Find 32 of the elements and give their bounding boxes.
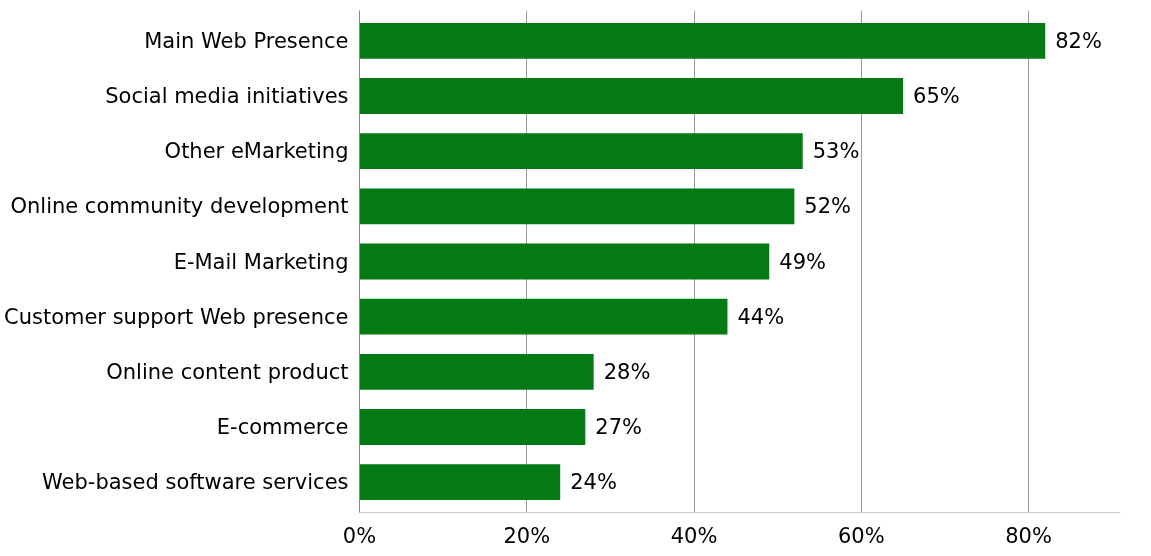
x-tick-label: 40%: [670, 523, 718, 548]
data-label: 44%: [737, 304, 785, 329]
x-tick-label: 60%: [837, 523, 885, 548]
bar: [359, 188, 795, 225]
bar: [359, 409, 586, 445]
data-label: 53%: [812, 139, 860, 164]
data-label: 27%: [595, 414, 642, 439]
x-tick-label: 20%: [503, 523, 551, 548]
y-tick-label: Main Web Presence: [144, 28, 349, 53]
bar: [359, 22, 1046, 59]
bar: [359, 78, 904, 114]
y-tick-label: Social media initiatives: [105, 84, 349, 109]
data-label: 49%: [779, 249, 826, 274]
y-tick-label: E-Mail Marketing: [173, 249, 349, 274]
y-tick-label: Online content product: [106, 359, 349, 384]
bar: [359, 133, 803, 170]
data-label: 28%: [603, 359, 651, 384]
y-tick-label: Customer support Web presence: [4, 304, 349, 329]
y-tick-label: E-commerce: [216, 414, 349, 439]
data-label: 52%: [804, 194, 852, 219]
data-label: 82%: [1055, 28, 1102, 53]
bar: [359, 298, 728, 335]
data-label: 24%: [570, 470, 617, 495]
x-tick-label: 80%: [1005, 523, 1052, 548]
y-tick-label: Other eMarketing: [164, 139, 349, 164]
x-tick-label: 0%: [342, 523, 377, 548]
y-tick-label: Web-based software services: [42, 470, 349, 495]
bar: [359, 353, 594, 390]
bar: [359, 243, 770, 280]
data-label: 65%: [913, 84, 960, 109]
y-tick-label: Online community development: [10, 194, 349, 219]
bar: [359, 464, 561, 501]
